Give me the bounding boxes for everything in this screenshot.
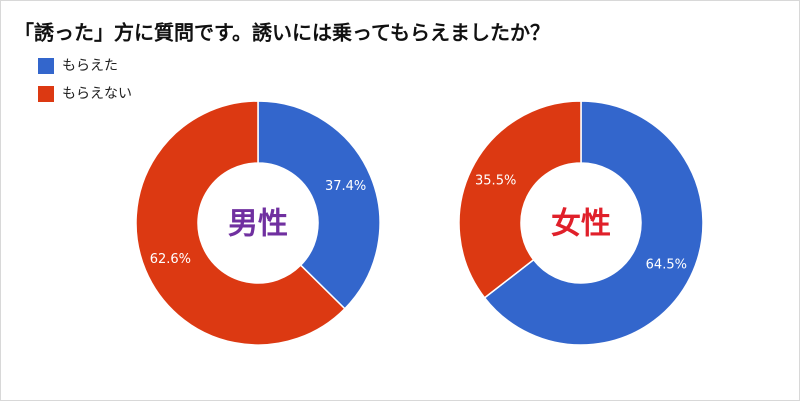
legend-swatch — [38, 58, 54, 74]
center-label: 男性 — [228, 207, 288, 242]
data-label: 62.6% — [150, 252, 191, 267]
legend-label: もらえない — [62, 86, 132, 102]
data-label: 37.4% — [325, 179, 366, 194]
legend-label: もらえた — [62, 58, 118, 74]
donut-segment — [483, 100, 704, 346]
donut-segment — [135, 100, 346, 346]
data-label: 64.5% — [646, 257, 687, 272]
legend-swatch — [38, 86, 54, 102]
center-label: 女性 — [551, 207, 611, 242]
chart-title: 「誘った」方に質問です。誘いには乗ってもらえましたか？ — [14, 21, 550, 45]
donut-segment — [458, 100, 582, 299]
donut-segment — [257, 100, 381, 310]
data-label: 35.5% — [475, 174, 516, 189]
